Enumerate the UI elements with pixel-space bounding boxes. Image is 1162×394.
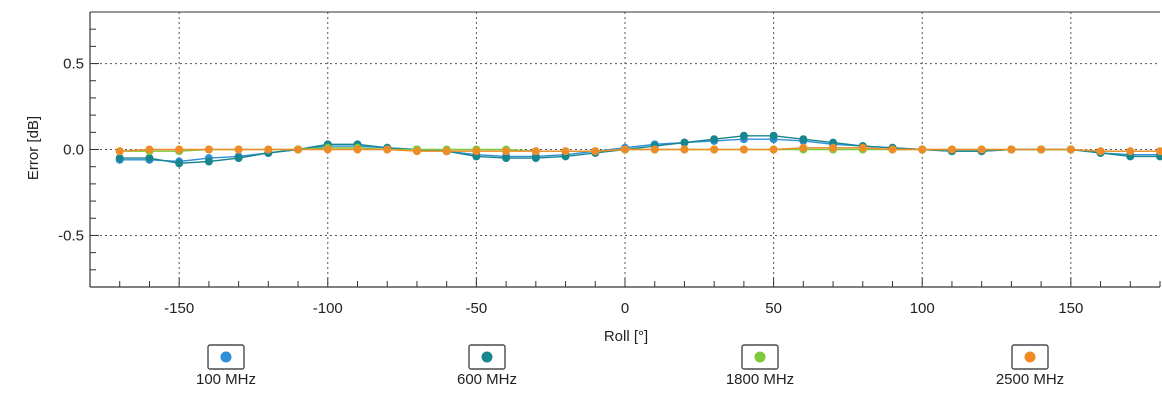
data-point — [442, 147, 451, 156]
tick-labels: -150 -100 -50 0 50 100 150 0.5 0.0 -0.5 — [58, 56, 1083, 317]
data-point — [472, 147, 481, 156]
legend-marker — [220, 351, 232, 363]
x-axis-title: Roll [°] — [604, 328, 648, 345]
data-point — [175, 145, 184, 154]
data-point — [1096, 147, 1105, 156]
legend-item: 1800 MHz — [726, 344, 794, 388]
data-point — [531, 154, 540, 163]
data-point — [561, 147, 570, 156]
x-tick-label: 150 — [1058, 300, 1083, 317]
data-point — [591, 147, 600, 156]
data-point — [739, 131, 748, 140]
x-tick-label: -150 — [164, 300, 194, 317]
data-point — [234, 154, 243, 163]
data-point — [145, 154, 154, 163]
data-point — [145, 145, 154, 154]
data-point — [502, 147, 511, 156]
data-point — [858, 143, 867, 152]
legend-marker — [1024, 351, 1036, 363]
data-point — [769, 145, 778, 154]
data-point — [1066, 145, 1075, 154]
series-layer — [115, 131, 1162, 168]
data-point — [531, 147, 540, 156]
data-point — [175, 159, 184, 168]
data-point — [1126, 147, 1135, 156]
data-point — [799, 143, 808, 152]
data-point — [353, 145, 362, 154]
data-point — [680, 145, 689, 154]
data-point — [710, 145, 719, 154]
series-2500-mhz — [115, 143, 1162, 156]
data-point — [264, 145, 273, 154]
data-point — [115, 154, 124, 163]
data-point — [650, 145, 659, 154]
legend-item: 100 MHz — [196, 344, 256, 388]
data-point — [621, 145, 629, 154]
data-point — [680, 138, 689, 147]
data-point — [323, 145, 332, 154]
data-point — [739, 145, 748, 154]
data-point — [799, 135, 808, 144]
legend-label: 600 MHz — [457, 371, 517, 388]
data-point — [234, 145, 243, 154]
series-line — [119, 147, 1160, 152]
data-point — [1156, 147, 1162, 156]
data-point — [412, 147, 421, 156]
y-tick-label: 0.0 — [63, 142, 84, 159]
legend-marker — [481, 351, 493, 363]
data-point — [204, 145, 213, 154]
x-tick-label: 50 — [765, 300, 782, 317]
data-point — [204, 157, 213, 166]
x-tick-label: 0 — [621, 300, 629, 317]
data-point — [769, 131, 778, 140]
y-tick-label: 0.5 — [63, 56, 84, 73]
data-point — [1037, 145, 1046, 154]
data-point — [977, 145, 986, 154]
data-point — [115, 147, 124, 156]
data-point — [918, 145, 927, 154]
axes — [89, 11, 1161, 288]
x-tick-label: -50 — [466, 300, 488, 317]
data-point — [829, 143, 838, 152]
legend-item: 2500 MHz — [996, 344, 1064, 388]
x-tick-label: 100 — [910, 300, 935, 317]
data-point — [710, 135, 719, 144]
x-tick-label: -100 — [313, 300, 343, 317]
legend-label: 1800 MHz — [726, 371, 794, 388]
legend: 100 MHz 600 MHz 1800 MHz 2500 MHz — [196, 344, 1064, 388]
data-point — [294, 145, 303, 154]
y-tick-label: -0.5 — [58, 227, 84, 244]
data-point — [947, 145, 956, 154]
y-axis-title: Error [dB] — [25, 116, 42, 180]
data-point — [1007, 145, 1016, 154]
data-point — [383, 145, 392, 154]
legend-marker — [754, 351, 766, 363]
legend-item: 600 MHz — [457, 344, 517, 388]
legend-label: 2500 MHz — [996, 371, 1064, 388]
data-point — [502, 154, 511, 163]
data-point — [888, 145, 897, 154]
legend-label: 100 MHz — [196, 371, 256, 388]
